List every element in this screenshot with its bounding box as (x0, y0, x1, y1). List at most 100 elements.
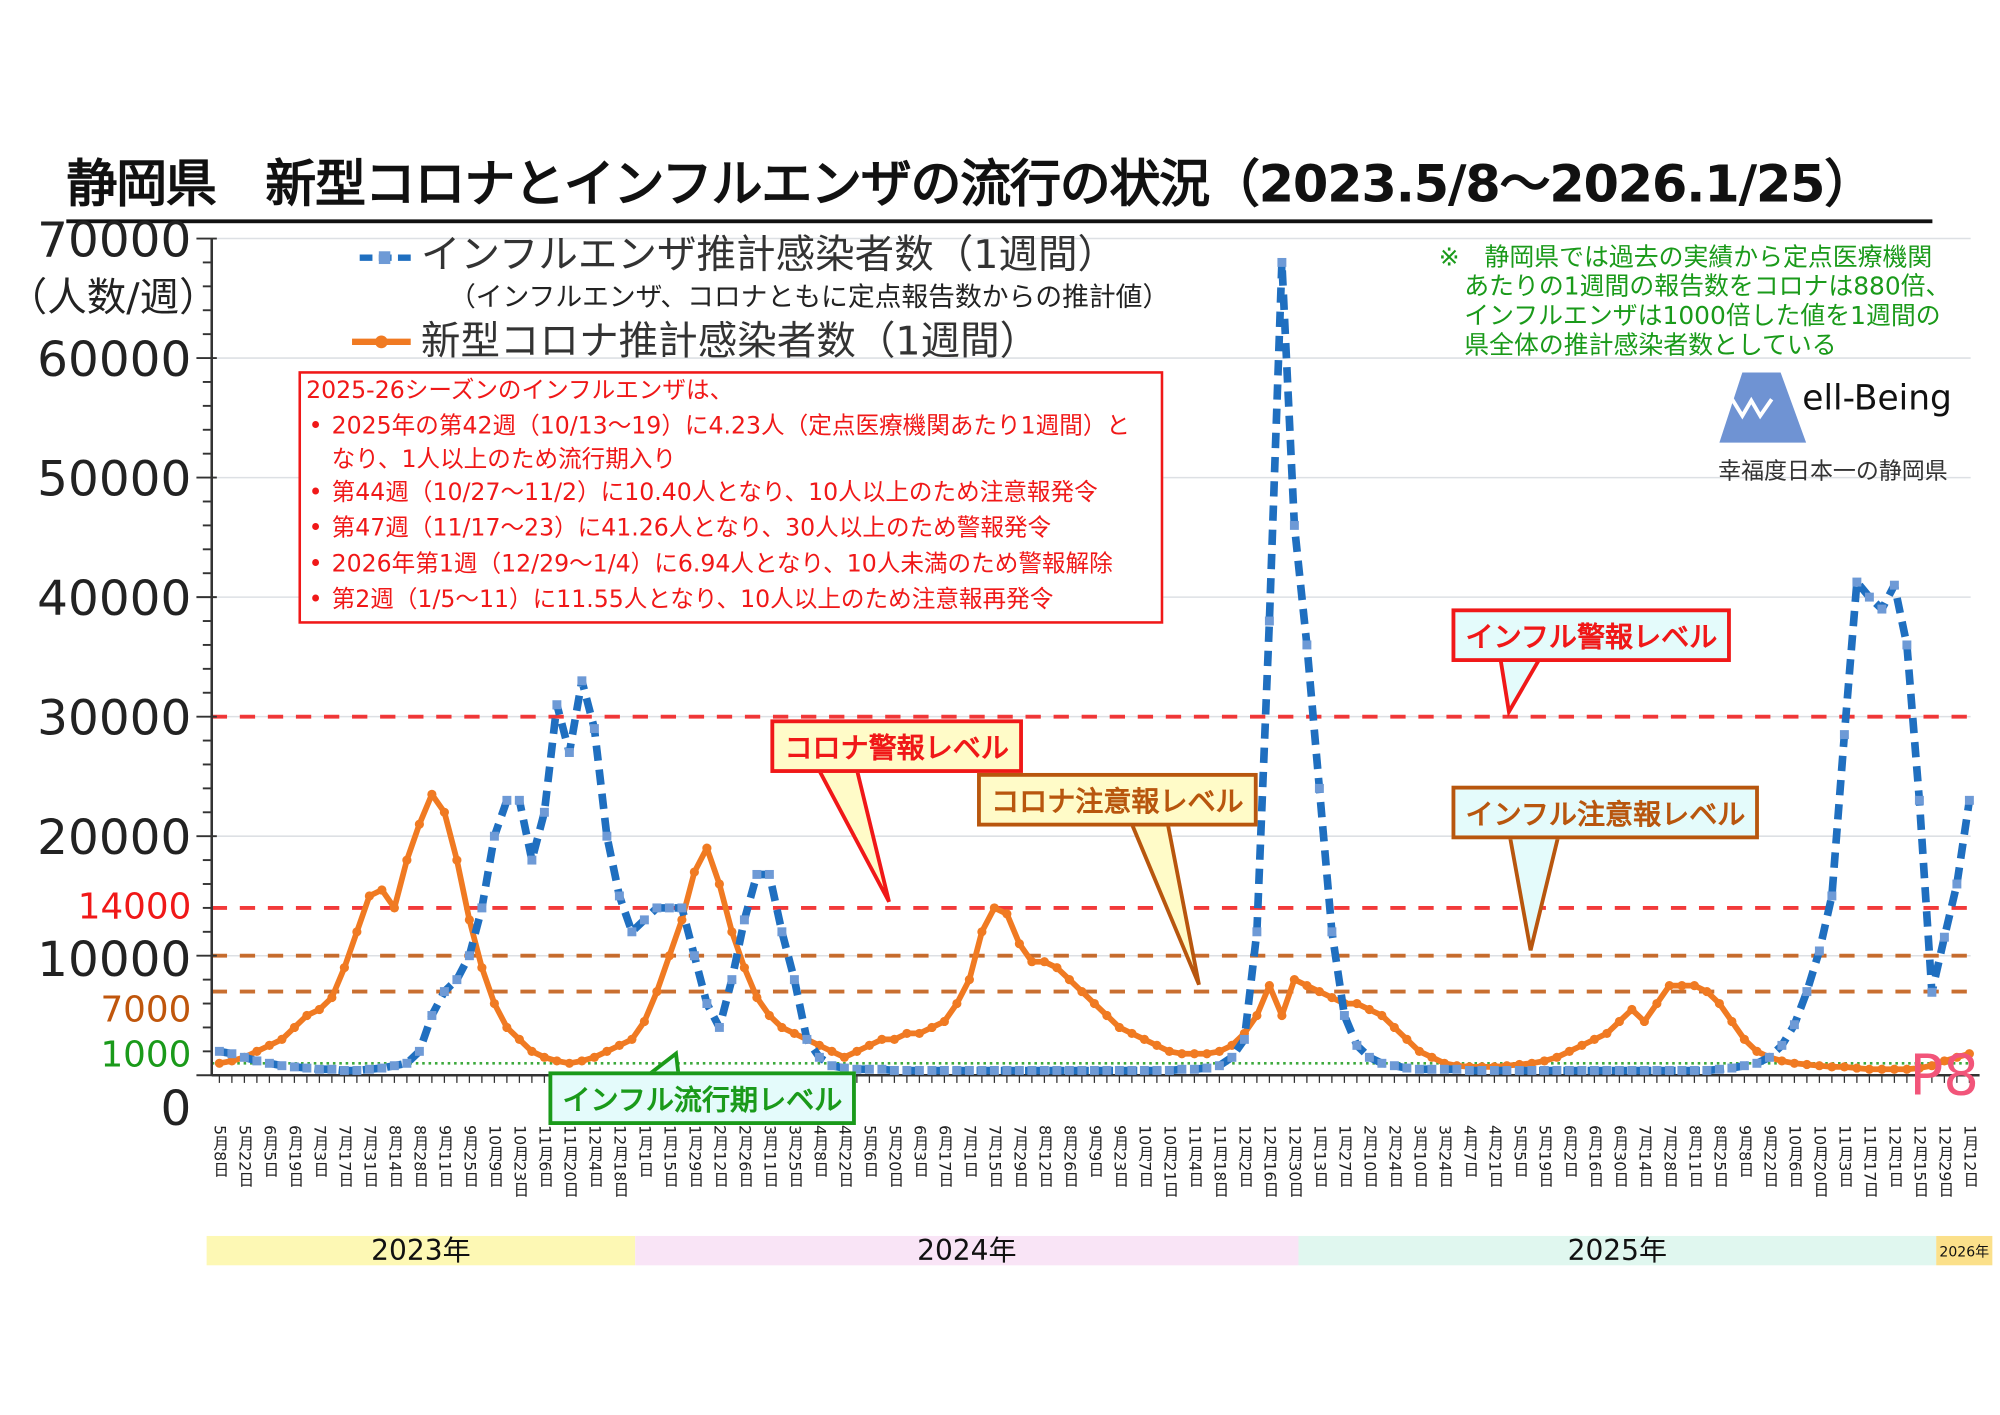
flu-point (452, 975, 462, 985)
y-tick-label: 50000 (37, 451, 191, 507)
covid-point (952, 998, 962, 1009)
covid-point (552, 1056, 562, 1066)
x-tick-label: 8月28日 (410, 1124, 430, 1188)
note-line: ※ 静岡県では過去の実績から定点医療機関 (1438, 242, 1933, 272)
covid-point (314, 1004, 324, 1015)
x-tick-label: 12月18日 (610, 1124, 630, 1198)
x-tick-label: 10月7日 (1135, 1124, 1155, 1188)
x-tick-label: 5月6日 (860, 1124, 880, 1178)
legend-note: （インフルエンザ、コロナともに定点報告数からの推計値） (448, 281, 1170, 313)
flu-point (1689, 1066, 1699, 1075)
flu-point (477, 903, 487, 913)
x-tick-label: 7月17日 (335, 1124, 355, 1188)
flu-point (1664, 1066, 1674, 1075)
covid-point (1027, 957, 1037, 967)
covid-point (1627, 1004, 1637, 1015)
covid-point (1777, 1056, 1787, 1066)
flu-point (727, 975, 737, 985)
flu-point (1127, 1066, 1137, 1075)
flu-point (764, 869, 774, 879)
covid-point (677, 915, 687, 925)
covid-point (377, 885, 387, 895)
year-band-2024: 2024年 (635, 1235, 1299, 1268)
covid-point (864, 1040, 874, 1050)
covid-point (1127, 1028, 1137, 1039)
flu-point (1477, 1066, 1487, 1075)
covid-point (914, 1028, 924, 1039)
covid-point (1052, 963, 1062, 973)
x-tick-label: 12月2日 (1235, 1124, 1255, 1188)
flu-point (1789, 1020, 1799, 1030)
flu-point (627, 927, 637, 937)
covid-point (627, 1034, 637, 1044)
flu-point (1327, 927, 1337, 937)
covid-point (339, 963, 349, 973)
covid-point (1089, 998, 1099, 1009)
flu-point (1952, 879, 1962, 889)
page-title: 静岡県 新型コロナとインフルエンザの流行の状況（2023.5/8～2026.1/… (66, 143, 1933, 224)
covid-point (1389, 1022, 1399, 1033)
x-tick-label: 2月10日 (1360, 1124, 1380, 1188)
flu-point (302, 1063, 312, 1073)
y-tick-label: 30000 (37, 691, 191, 747)
flu-point (227, 1049, 237, 1059)
x-tick-label: 6月2日 (1560, 1124, 1580, 1178)
flu-point (502, 795, 512, 805)
flu-point (277, 1061, 287, 1071)
covid-point (1739, 1034, 1749, 1044)
flu-season-info-box: 2025-26シーズンのインフルエンザは、 2025年の第42週（10/13～1… (298, 371, 1164, 624)
x-tick-label: 5月8日 (210, 1124, 230, 1178)
x-tick-label: 1月29日 (685, 1124, 705, 1188)
x-tick-label: 12月1日 (1885, 1124, 1905, 1188)
flu-point (1802, 987, 1812, 997)
y-tick-label: 40000 (37, 571, 191, 627)
covid-point (977, 927, 987, 937)
flu-point (1089, 1066, 1099, 1075)
x-tick-label: 8月11日 (1685, 1124, 1705, 1188)
x-tick-label: 7月14日 (1635, 1124, 1655, 1188)
x-tick-label: 4月7日 (1460, 1124, 1480, 1178)
covid-point (1664, 981, 1674, 991)
covid-point (302, 1010, 312, 1021)
x-tick-label: 10月23日 (510, 1124, 530, 1198)
x-tick-label: 6月17日 (935, 1124, 955, 1188)
flu-alarm-callout: インフル警報レベル (1451, 608, 1732, 662)
flu-point (1852, 577, 1862, 587)
covid-point (1364, 1004, 1374, 1015)
covid-point (877, 1034, 887, 1044)
covid-point (614, 1040, 624, 1050)
flu-point (1939, 932, 1949, 942)
flu-point (1602, 1066, 1612, 1075)
flu-point (1039, 1066, 1049, 1075)
covid-point (1427, 1052, 1437, 1062)
x-tick-label: 12月30日 (1285, 1124, 1305, 1198)
x-tick-label: 6月16日 (1585, 1124, 1605, 1188)
covid-point (1252, 1010, 1262, 1021)
flu-point (1539, 1066, 1549, 1075)
x-tick-label: 3月24日 (1435, 1124, 1455, 1188)
covid-point (1139, 1034, 1149, 1044)
covid-point (702, 843, 712, 853)
x-tick-label: 4月22日 (835, 1124, 855, 1188)
flu-point (1527, 1066, 1537, 1075)
covid-point (1114, 1022, 1124, 1033)
x-tick-label: 11月3日 (1835, 1124, 1855, 1188)
flu-point (214, 1046, 224, 1056)
x-tick-label: 8月25日 (1710, 1124, 1730, 1188)
covid-point (389, 903, 399, 913)
covid-point (1402, 1034, 1412, 1044)
x-tick-label: 10月6日 (1785, 1124, 1805, 1188)
flu-point (564, 748, 574, 757)
info-heading: 2025-26シーズンのインフルエンザは、 (306, 377, 734, 405)
covid-point (1752, 1046, 1762, 1056)
flu-point (927, 1066, 937, 1075)
flu-point (239, 1052, 249, 1062)
covid-point (1964, 1049, 1974, 1059)
flu-point (1889, 580, 1899, 590)
flu-point (1339, 1011, 1349, 1020)
covid-point (477, 963, 487, 973)
flu-point (1814, 946, 1824, 956)
x-tick-label: 6月19日 (285, 1124, 305, 1188)
x-tick-label: 11月6日 (535, 1124, 555, 1188)
